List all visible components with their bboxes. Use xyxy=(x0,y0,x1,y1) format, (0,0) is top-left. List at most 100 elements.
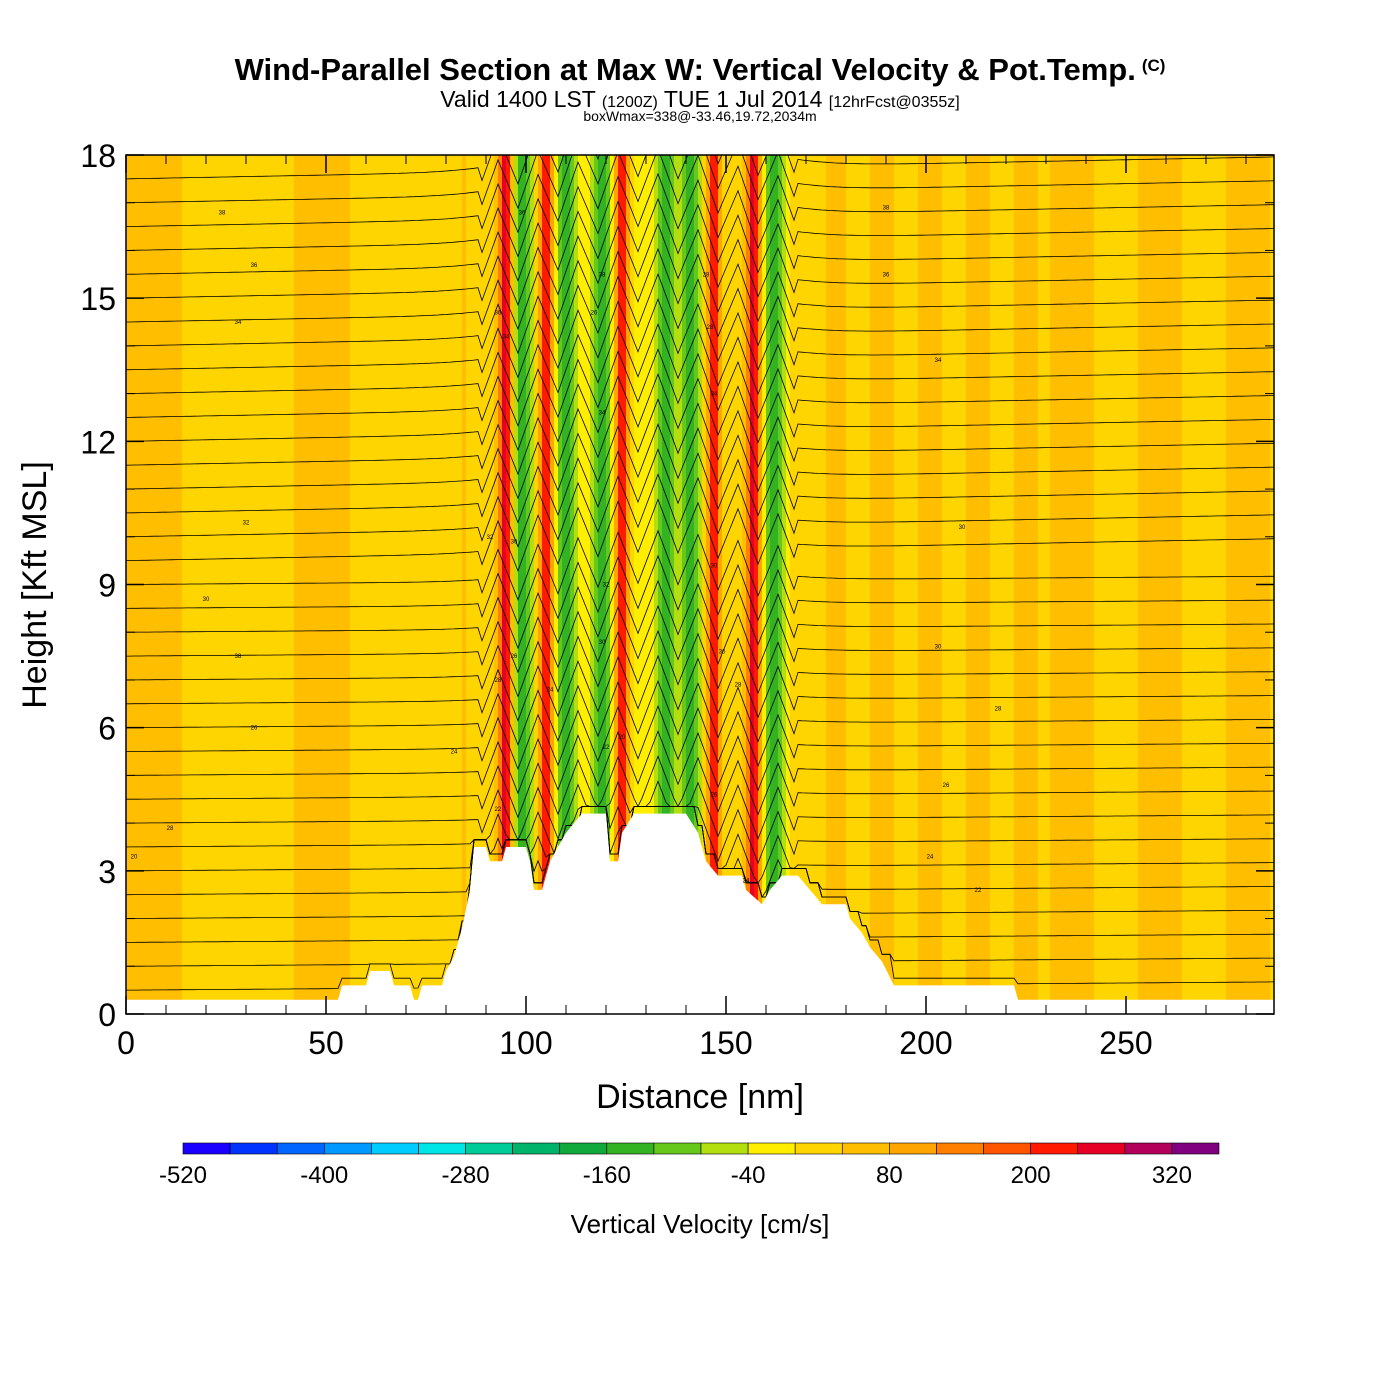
velocity-column xyxy=(690,155,695,1014)
velocity-column xyxy=(978,155,983,1014)
terrain-mask xyxy=(126,813,1274,1014)
colorbar-label: -520 xyxy=(159,1162,207,1189)
velocity-column xyxy=(702,155,707,1014)
box-wmax-info: boxWmax=338@-33.46,19.72,2034m xyxy=(583,108,817,124)
theta-label: 28 xyxy=(707,325,714,331)
velocity-column xyxy=(1198,155,1203,1014)
velocity-column xyxy=(218,155,223,1014)
velocity-column xyxy=(282,155,287,1014)
velocity-column xyxy=(798,155,803,1014)
velocity-column xyxy=(1194,155,1199,1014)
velocity-column xyxy=(1162,155,1167,1014)
theta-contour-line xyxy=(126,423,1274,500)
x-tick-label: 250 xyxy=(1099,1025,1152,1061)
velocity-column xyxy=(570,155,575,1014)
velocity-column xyxy=(1110,155,1115,1014)
velocity-column xyxy=(682,155,687,1014)
velocity-column xyxy=(210,155,215,1014)
velocity-column xyxy=(842,155,847,1014)
velocity-column xyxy=(254,155,259,1014)
velocity-column xyxy=(762,155,767,1014)
velocity-column xyxy=(594,155,599,1014)
theta-label: 30 xyxy=(599,640,606,646)
colorbar-swatch xyxy=(182,1142,231,1155)
theta-label: 36 xyxy=(519,210,526,216)
velocity-column xyxy=(378,155,383,1014)
velocity-column xyxy=(1174,155,1179,1014)
velocity-column xyxy=(854,155,859,1014)
velocity-column xyxy=(626,155,631,1014)
velocity-column xyxy=(638,155,643,1014)
velocity-column xyxy=(1170,155,1175,1014)
theta-label: 28 xyxy=(995,707,1002,713)
velocity-column xyxy=(1102,155,1107,1014)
velocity-column xyxy=(658,155,663,1014)
axis-ticks xyxy=(125,154,1274,1015)
theta-label: 20 xyxy=(619,735,626,741)
velocity-column xyxy=(238,155,243,1014)
velocity-column xyxy=(214,155,219,1014)
velocity-column xyxy=(278,155,283,1014)
theta-contour-line xyxy=(126,780,1274,841)
theta-label: 34 xyxy=(599,411,606,417)
velocity-column xyxy=(750,155,755,1014)
velocity-column xyxy=(590,155,595,1014)
velocity-column xyxy=(738,155,743,1014)
theta-label: 38 xyxy=(235,654,242,660)
velocity-column xyxy=(234,155,239,1014)
velocity-column xyxy=(470,155,475,1014)
velocity-column xyxy=(986,155,991,1014)
velocity-column xyxy=(1094,155,1099,1014)
velocity-column xyxy=(546,155,551,1014)
theta-label: 34 xyxy=(935,358,942,364)
velocity-column xyxy=(526,155,531,1014)
velocity-column xyxy=(794,155,799,1014)
theta-contour-line xyxy=(126,222,1274,307)
velocity-column xyxy=(778,155,783,1014)
velocity-column xyxy=(810,155,815,1014)
colorbar-label: 80 xyxy=(876,1162,903,1189)
theta-contour-line xyxy=(126,348,1274,427)
velocity-column xyxy=(1246,155,1251,1014)
velocity-column xyxy=(498,155,503,1014)
theta-label: 30 xyxy=(511,540,518,546)
velocity-column xyxy=(386,155,391,1014)
theta-contour-labels: 38 36 34 32 30 38 26 24 22 28 20 36 38 28 36 26 34 28 34 34… xyxy=(131,205,1002,893)
y-tick-labels: 0 3 6 9 12 15 18 xyxy=(80,138,116,1033)
velocity-column xyxy=(614,155,619,1014)
theta-label: 28 xyxy=(495,678,502,684)
velocity-column xyxy=(758,155,763,1014)
theta-contour-line xyxy=(126,679,1274,746)
colorbar-swatch xyxy=(653,1142,702,1155)
theta-contour-line xyxy=(126,730,1274,795)
velocity-column xyxy=(774,155,779,1014)
velocity-column xyxy=(494,155,499,1014)
colorbar-labels: -520 -400 -280 -160 -40 80 200 320 xyxy=(159,1162,1192,1189)
velocity-column xyxy=(1026,155,1031,1014)
y-tick-label: 12 xyxy=(80,424,116,460)
valid-time: Valid 1400 LST xyxy=(440,86,596,112)
velocity-column xyxy=(258,155,263,1014)
velocity-column xyxy=(990,155,995,1014)
y-tick-label: 3 xyxy=(98,854,116,890)
velocity-column xyxy=(1150,155,1155,1014)
velocity-column xyxy=(1006,155,1011,1014)
velocity-column xyxy=(918,155,923,1014)
theta-contour-line xyxy=(126,448,1274,524)
theta-label: 24 xyxy=(451,750,458,756)
velocity-column xyxy=(1126,155,1131,1014)
y-tick-label: 15 xyxy=(80,281,116,317)
velocity-column xyxy=(826,155,831,1014)
velocity-column xyxy=(962,155,967,1014)
chart-subtitle: Valid 1400 LST (1200Z) TUE 1 Jul 2014 [1… xyxy=(0,86,1400,113)
x-tick-label: 0 xyxy=(117,1025,135,1061)
colorbar-swatch xyxy=(229,1142,278,1155)
x-tick-label: 200 xyxy=(899,1025,952,1061)
theta-contour-line xyxy=(126,704,1274,771)
theta-label: 24 xyxy=(927,855,934,861)
velocity-column xyxy=(466,155,471,1014)
velocity-column xyxy=(650,155,655,1014)
velocity-column xyxy=(222,155,227,1014)
velocity-column xyxy=(414,155,419,1014)
